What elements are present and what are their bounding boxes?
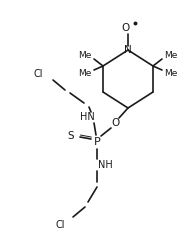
Text: Cl: Cl bbox=[55, 220, 65, 230]
Text: S: S bbox=[68, 131, 74, 141]
Text: Me: Me bbox=[164, 70, 178, 78]
Text: O: O bbox=[121, 23, 129, 33]
Text: Cl: Cl bbox=[33, 69, 43, 79]
Text: O: O bbox=[111, 118, 119, 128]
Text: Me: Me bbox=[164, 50, 178, 60]
Text: P: P bbox=[94, 137, 100, 147]
Text: NH: NH bbox=[98, 160, 112, 170]
Text: Me: Me bbox=[78, 70, 92, 78]
Text: Me: Me bbox=[78, 50, 92, 60]
Text: HN: HN bbox=[80, 112, 94, 122]
Text: N: N bbox=[124, 45, 132, 55]
